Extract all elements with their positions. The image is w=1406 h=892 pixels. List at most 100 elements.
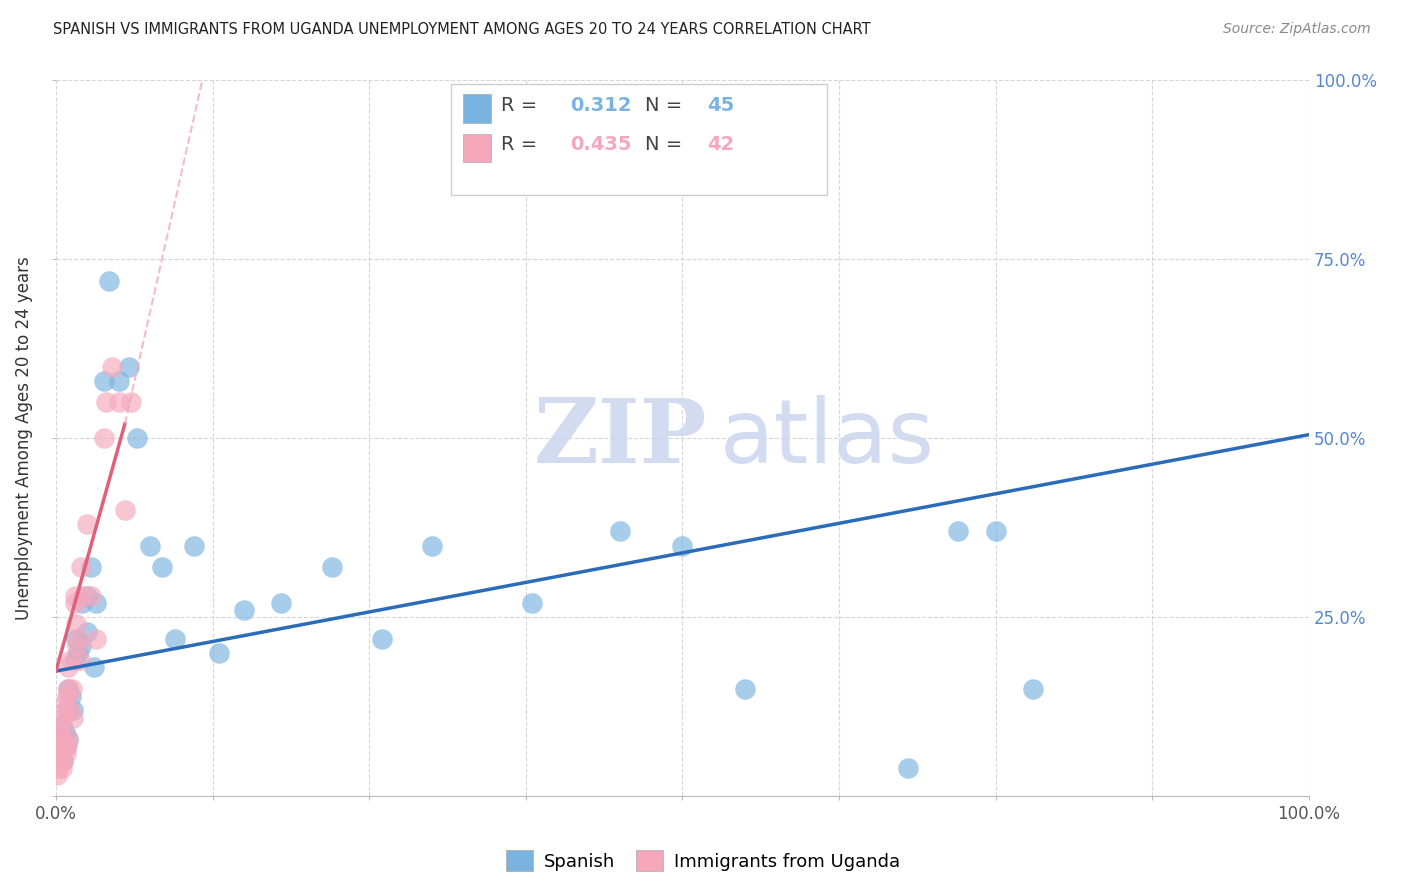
Point	[65, 617, 87, 632]
Point	[70, 560, 93, 574]
Point	[65, 632, 87, 646]
Text: atlas: atlas	[720, 395, 935, 482]
Text: N =: N =	[645, 95, 689, 114]
Point	[53, 696, 76, 710]
Point	[60, 681, 83, 696]
Text: 45: 45	[707, 95, 735, 114]
Point	[208, 646, 231, 660]
Point	[48, 732, 70, 747]
Point	[49, 747, 72, 761]
Point	[232, 603, 254, 617]
Text: N =: N =	[645, 135, 689, 154]
Point	[49, 718, 72, 732]
Point	[70, 596, 93, 610]
Point	[46, 768, 69, 782]
Point	[63, 653, 86, 667]
Point	[609, 524, 631, 539]
Point	[58, 732, 80, 747]
Point	[83, 660, 105, 674]
Point	[67, 646, 90, 660]
Point	[52, 754, 75, 768]
Point	[984, 524, 1007, 539]
Point	[48, 754, 70, 768]
Point	[53, 725, 76, 739]
Point	[52, 754, 75, 768]
Point	[734, 681, 756, 696]
FancyBboxPatch shape	[463, 134, 491, 162]
Point	[97, 274, 120, 288]
Point	[48, 761, 70, 775]
FancyBboxPatch shape	[463, 95, 491, 123]
Point	[94, 395, 117, 409]
Point	[321, 560, 343, 574]
Point	[270, 596, 292, 610]
Point	[101, 359, 124, 374]
Point	[62, 711, 84, 725]
Point	[163, 632, 186, 646]
Point	[70, 639, 93, 653]
Point	[59, 653, 82, 667]
Point	[51, 718, 73, 732]
Text: Source: ZipAtlas.com: Source: ZipAtlas.com	[1223, 22, 1371, 37]
Point	[66, 639, 89, 653]
Point	[56, 689, 79, 703]
Point	[114, 503, 136, 517]
Text: R =: R =	[501, 135, 543, 154]
Point	[72, 589, 94, 603]
Point	[139, 539, 162, 553]
Point	[58, 732, 80, 747]
Point	[1022, 681, 1045, 696]
Text: SPANISH VS IMMIGRANTS FROM UGANDA UNEMPLOYMENT AMONG AGES 20 TO 24 YEARS CORRELA: SPANISH VS IMMIGRANTS FROM UGANDA UNEMPL…	[53, 22, 872, 37]
Point	[76, 624, 98, 639]
Point	[48, 732, 70, 747]
Point	[84, 632, 107, 646]
Point	[80, 589, 103, 603]
Point	[76, 589, 98, 603]
Point	[520, 596, 543, 610]
Point	[80, 560, 103, 574]
Point	[48, 754, 70, 768]
Point	[107, 395, 129, 409]
Point	[371, 632, 394, 646]
Point	[59, 689, 82, 703]
Point	[51, 761, 73, 775]
Point	[55, 739, 77, 754]
Text: ZIP: ZIP	[534, 395, 707, 482]
Point	[67, 632, 90, 646]
Point	[63, 589, 86, 603]
Point	[93, 431, 115, 445]
Text: 42: 42	[707, 135, 735, 154]
Point	[897, 761, 920, 775]
Point	[127, 431, 149, 445]
Point	[51, 732, 73, 747]
Point	[52, 711, 75, 725]
Point	[55, 703, 77, 717]
Point	[56, 703, 79, 717]
Point	[183, 539, 205, 553]
Legend: Spanish, Immigrants from Uganda: Spanish, Immigrants from Uganda	[498, 843, 908, 879]
Point	[63, 596, 86, 610]
Text: 0.312: 0.312	[569, 95, 631, 114]
Point	[58, 681, 80, 696]
Point	[69, 653, 91, 667]
Point	[84, 596, 107, 610]
Point	[49, 747, 72, 761]
Text: R =: R =	[501, 95, 543, 114]
Text: 0.435: 0.435	[569, 135, 631, 154]
Point	[948, 524, 970, 539]
Point	[58, 681, 80, 696]
Point	[55, 747, 77, 761]
Point	[53, 739, 76, 754]
Point	[120, 395, 142, 409]
Point	[59, 703, 82, 717]
Point	[107, 374, 129, 388]
Point	[58, 660, 80, 674]
Point	[46, 747, 69, 761]
Point	[56, 739, 79, 754]
FancyBboxPatch shape	[451, 84, 827, 194]
Point	[76, 517, 98, 532]
Point	[152, 560, 174, 574]
Y-axis label: Unemployment Among Ages 20 to 24 years: Unemployment Among Ages 20 to 24 years	[15, 256, 32, 620]
Point	[420, 539, 443, 553]
Point	[671, 539, 693, 553]
